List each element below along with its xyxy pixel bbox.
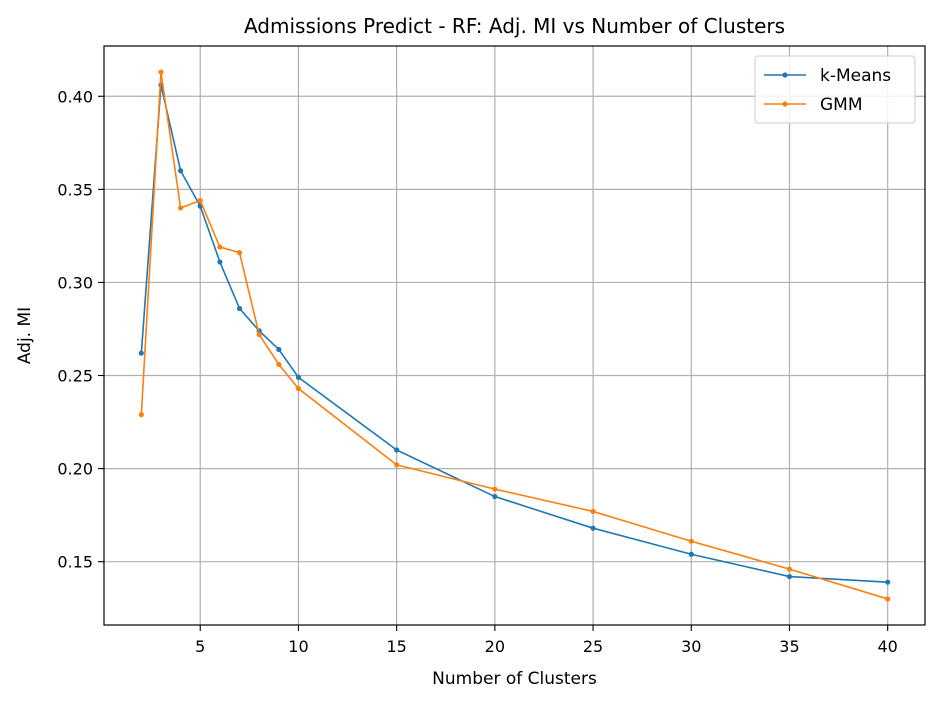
data-point	[178, 168, 184, 174]
x-tick-label: 35	[779, 637, 799, 656]
x-tick-label: 5	[195, 637, 205, 656]
x-tick-label: 20	[485, 637, 505, 656]
data-point	[590, 508, 596, 515]
data-point	[276, 346, 282, 353]
data-point	[590, 525, 596, 531]
data-point	[158, 69, 164, 75]
data-point	[276, 361, 282, 367]
legend-box	[754, 55, 916, 124]
data-point	[138, 412, 144, 418]
data-point	[786, 573, 793, 580]
x-tick-label: 25	[583, 637, 603, 656]
x-tick-label: 15	[386, 637, 406, 656]
x-tick-label: 10	[288, 637, 308, 656]
data-point	[197, 197, 203, 204]
data-point	[688, 538, 694, 544]
x-axis-label: Number of Clusters	[432, 669, 597, 689]
series-layer	[138, 69, 891, 602]
data-point	[295, 374, 302, 380]
data-point	[885, 579, 891, 585]
y-tick-label: 0.20	[57, 460, 93, 479]
ticks: 5 10 15 20 25 30 35 40 0.15 0.20 0.25 0.30 0.35 0.40	[57, 87, 897, 656]
chart-title: Admissions Predict - RF: Adj. MI vs Numb…	[244, 14, 785, 38]
y-tick-label: 0.30	[57, 273, 93, 292]
data-point	[138, 350, 144, 356]
data-point	[492, 493, 498, 500]
legend-marker	[782, 72, 788, 78]
data-point	[178, 205, 184, 211]
y-tick-label: 0.35	[57, 180, 93, 199]
data-point	[394, 447, 400, 453]
legend-label: GMM	[820, 95, 863, 115]
data-point	[256, 331, 262, 338]
y-tick-label: 0.15	[57, 553, 93, 572]
data-point	[492, 486, 498, 492]
grid	[104, 46, 925, 625]
legend-label: k-Means	[820, 66, 891, 86]
data-point	[236, 305, 243, 312]
y-tick-label: 0.40	[57, 87, 93, 106]
series-gmm	[138, 69, 891, 602]
data-point	[394, 462, 400, 468]
data-point	[236, 250, 243, 256]
legend: k-Means GMM	[754, 55, 916, 124]
data-point	[786, 566, 793, 572]
legend-marker	[782, 101, 788, 107]
data-point	[217, 244, 223, 250]
plot-frame	[103, 45, 926, 626]
series-k-means	[138, 82, 891, 585]
y-axis-label: Adj. MI	[15, 307, 35, 364]
data-point	[885, 596, 891, 602]
y-tick-label: 0.25	[57, 367, 93, 386]
data-point	[217, 259, 223, 265]
data-point	[295, 385, 302, 392]
data-point	[688, 551, 694, 557]
x-tick-label: 30	[681, 637, 701, 656]
x-tick-label: 40	[878, 637, 898, 656]
